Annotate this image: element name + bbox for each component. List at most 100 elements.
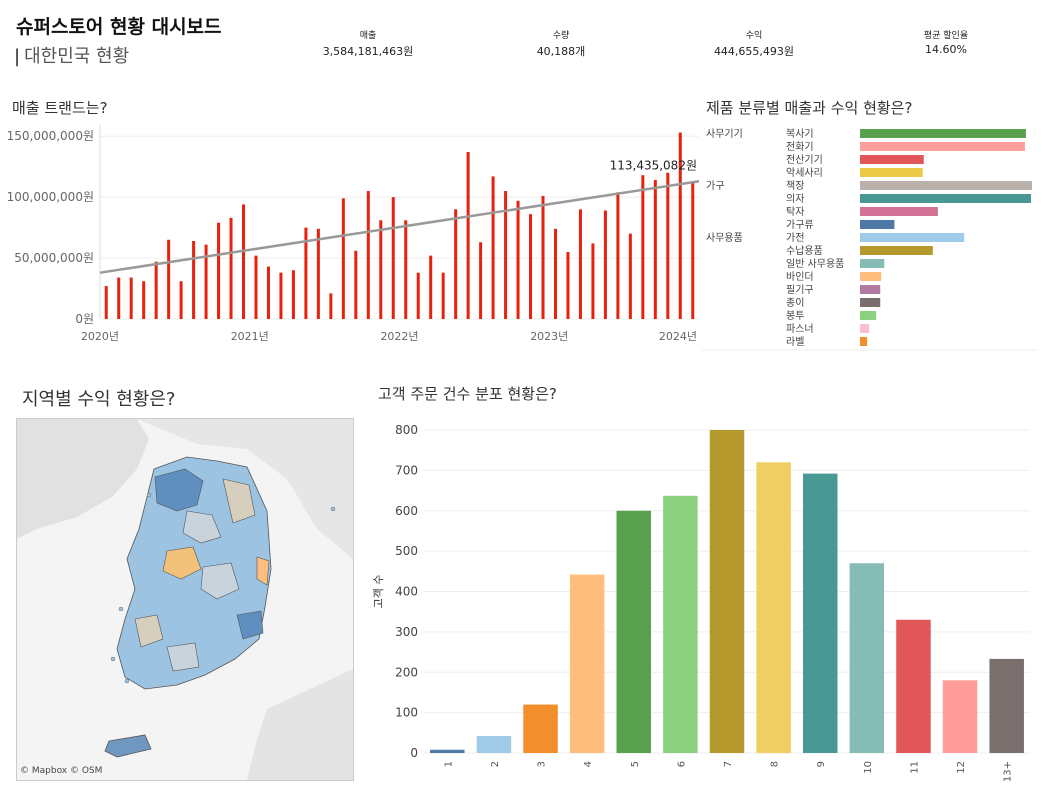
region-jeonnam[interactable]: [166, 642, 200, 672]
orders-bar: [430, 749, 465, 753]
trend-bar: [479, 242, 483, 319]
kpi-profit-label: 수익: [745, 31, 763, 41]
island-west-1: [146, 492, 152, 498]
trend-bar: [553, 228, 557, 319]
orders-bar: [942, 680, 978, 753]
category-bar: [860, 129, 1026, 138]
trend-bar: [603, 210, 607, 319]
trend-bar: [354, 250, 358, 319]
category-label: 책장: [786, 180, 804, 192]
kpi-discount: 평균 할인율 14.60%: [871, 28, 1021, 56]
trend-line: [99, 180, 700, 274]
trend-bar: [691, 181, 695, 319]
trend-bar: [379, 220, 383, 319]
kpi-quantity-label: 수량: [552, 31, 570, 41]
trend-bar: [578, 209, 582, 319]
category-label: 탁자: [786, 206, 804, 218]
orders-y-tick: 100: [395, 706, 418, 720]
category-label: 악세사리: [786, 167, 823, 179]
category-bar: [860, 233, 965, 242]
trend-bar: [204, 244, 208, 319]
trend-bar: [316, 228, 320, 319]
orders-x-tick: 1: [443, 761, 454, 767]
region-profit-map[interactable]: [16, 418, 354, 781]
orders-x-tick: 6: [676, 761, 687, 767]
sales-trend-chart: 0원 50,000,000원 100,000,000원 150,000,000원 202…: [7, 124, 700, 343]
region-busan[interactable]: [236, 610, 264, 640]
trend-bar: [653, 180, 657, 319]
trend-bar: [541, 195, 545, 319]
trend-bar: [529, 214, 533, 319]
kpi-discount-label: 평균 할인율: [923, 31, 969, 41]
trend-bar: [142, 281, 146, 319]
orders-x-tick: 7: [723, 761, 734, 767]
trend-bar: [441, 272, 445, 319]
orders-bar: [569, 574, 605, 753]
category-group-label: 가구: [706, 180, 724, 192]
category-bar: [860, 194, 1031, 203]
trend-y-tick: 150,000,000원: [7, 129, 94, 143]
orders-y-tick: 500: [395, 544, 418, 558]
orders-bar: [709, 430, 745, 753]
trend-bar: [466, 152, 470, 319]
category-bar: [860, 246, 933, 255]
category-section-title: 제품 분류별 매출과 수익 현황은?: [706, 99, 913, 117]
trend-x-tick: 2021년: [231, 330, 269, 343]
trend-bar: [167, 239, 171, 319]
island-southwest-1: [110, 656, 116, 662]
region-gangwon[interactable]: [222, 478, 256, 524]
orders-bar: [476, 736, 512, 753]
trend-bar: [254, 255, 258, 319]
trend-bar: [416, 272, 420, 319]
trend-bar: [616, 192, 620, 319]
trend-bar: [304, 227, 308, 319]
category-label: 수납용품: [786, 245, 823, 257]
trend-section-title: 매출 트랜드는?: [12, 99, 108, 117]
category-label: 복사기: [786, 128, 814, 140]
region-east-coast[interactable]: [256, 556, 270, 586]
dashboard-subtitle: | 대한민국 현황: [14, 42, 129, 68]
orders-bar: [616, 510, 652, 753]
orders-x-tick: 11: [909, 761, 920, 774]
trend-y-tick: 100,000,000원: [7, 190, 94, 204]
orders-bar: [849, 563, 885, 753]
trend-x-tick: 2023년: [530, 330, 568, 343]
region-chungcheong[interactable]: [162, 546, 202, 580]
category-bar: [860, 285, 881, 294]
category-label: 의자: [786, 193, 804, 205]
map-land-north: [137, 419, 353, 559]
trend-bar: [391, 197, 395, 319]
subtitle-text: 대한민국 현황: [24, 46, 130, 67]
region-central-north[interactable]: [182, 510, 222, 544]
trend-bar: [217, 222, 221, 319]
kpi-profit: 수익 444,655,493원: [679, 28, 829, 59]
map-land-north-west: [17, 419, 149, 539]
region-seoul-area[interactable]: [154, 468, 204, 512]
island-west-2: [118, 606, 124, 612]
region-jeju[interactable]: [104, 734, 152, 758]
orders-section-title: 고객 주문 건수 분포 현황은?: [378, 385, 557, 403]
region-section-title: 지역별 수익 현황은?: [22, 389, 176, 410]
trend-bar: [404, 220, 408, 319]
trend-bar: [678, 132, 682, 319]
category-bar: [860, 324, 870, 333]
trend-x-tick: 2022년: [380, 330, 418, 343]
category-bar: [860, 155, 924, 164]
category-group-label: 사무용품: [706, 232, 743, 244]
orders-x-tick: 13+: [1003, 761, 1014, 782]
island-ulleung: [330, 506, 336, 512]
orders-bar: [989, 658, 1024, 753]
category-bar: [860, 272, 882, 281]
korea-map: [17, 419, 353, 780]
map-credit: © Mapbox © OSM: [20, 766, 103, 776]
trend-bar: [117, 277, 121, 319]
trend-bar: [179, 281, 183, 319]
trend-y-tick: 0원: [75, 312, 94, 326]
category-label: 일반 사무용품: [786, 258, 844, 270]
trend-bar: [329, 293, 333, 319]
region-gyeongbuk[interactable]: [200, 562, 240, 600]
region-jeonbuk[interactable]: [134, 614, 164, 648]
trend-bar: [641, 175, 645, 319]
